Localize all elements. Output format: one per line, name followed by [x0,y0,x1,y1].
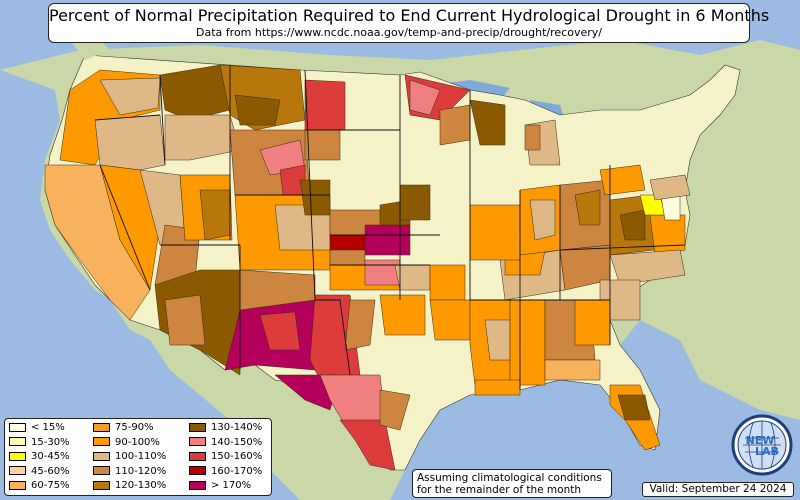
legend-swatch [93,480,110,490]
title-box: Percent of Normal Precipitation Required… [48,3,770,43]
legend-label: 45-60% [31,465,70,477]
legend-item: 130-140% [189,422,262,434]
legend-label: 110-120% [115,465,167,477]
legend-swatch [189,451,206,461]
legend-swatch [189,422,206,432]
legend-item: < 15% [9,422,65,434]
legend-swatch [93,451,110,461]
logo-text-top: NEW [746,434,775,447]
legend-swatch [9,437,26,446]
legend-swatch [9,480,26,490]
legend-item: 120-130% [93,480,166,492]
legend-label: 120-130% [115,480,167,491]
legend-item: 100-110% [93,451,166,463]
legend-label: 150-160% [211,451,263,462]
legend-item: 30-45% [9,451,70,463]
legend-label: 130-140% [211,422,263,433]
page-title: Percent of Normal Precipitation Required… [49,6,770,25]
page-subtitle: Data from https://www.ncdc.noaa.gov/temp… [196,26,602,39]
legend-item: 150-160% [189,451,262,463]
legend-label: 30-45% [31,451,70,462]
note-line-2: for the remainder of the month [417,484,582,496]
legend-item: 110-120% [93,466,166,478]
legend-label: 100-110% [115,451,167,462]
legend-item: 90-100% [93,437,160,449]
legend-label: 90-100% [115,436,160,448]
legend-item: 75-90% [93,422,154,434]
legend-item: 15-30% [9,437,70,449]
legend: < 15% 15-30% 30-45% 45-60% 60-75% 75-90% 90-10… [4,418,272,496]
climatology-note: Assuming climatological conditions for t… [412,469,612,498]
legend-item: 140-150% [189,437,262,449]
legend-label: > 170% [211,480,252,491]
legend-label: 15-30% [31,436,70,448]
legend-label: 75-90% [115,422,154,433]
legend-swatch [9,422,26,432]
note-line-1: Assuming climatological conditions [417,472,602,484]
legend-label: < 15% [31,422,65,433]
legend-swatch [9,466,26,475]
legend-item: 60-75% [9,480,70,492]
legend-label: 140-150% [211,436,263,448]
legend-label: 60-75% [31,480,70,491]
legend-swatch [93,437,110,446]
legend-swatch [93,422,110,432]
legend-item: 160-170% [189,466,262,478]
legend-item: > 170% [189,480,251,492]
legend-swatch [189,437,206,446]
legend-label: 160-170% [211,465,263,477]
logo-text-bottom: LAB [755,445,779,458]
valid-date: Valid: September 24 2024 [642,482,794,497]
legend-swatch [189,480,206,490]
legend-swatch [189,466,206,475]
legend-swatch [93,466,110,475]
legend-item: 45-60% [9,466,70,478]
legend-swatch [9,451,26,461]
new-lab-logo-icon: NEW LAB [731,414,793,476]
